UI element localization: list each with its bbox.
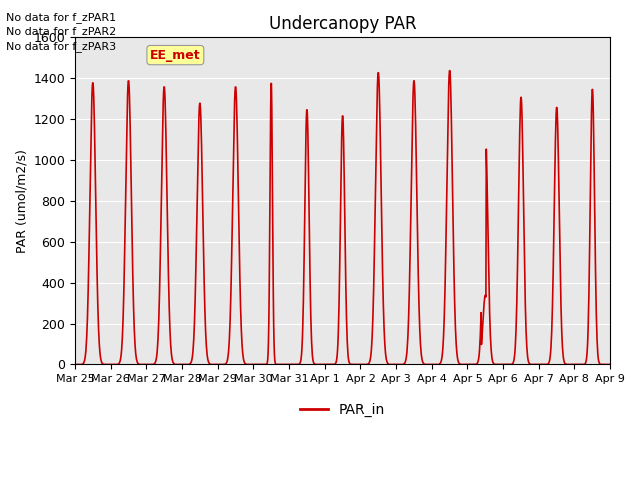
Text: EE_met: EE_met [150,48,201,61]
Text: No data for f_zPAR2: No data for f_zPAR2 [6,26,116,37]
Y-axis label: PAR (umol/m2/s): PAR (umol/m2/s) [15,149,28,253]
Legend: PAR_in: PAR_in [294,397,391,423]
Text: No data for f_zPAR1: No data for f_zPAR1 [6,12,116,23]
Title: Undercanopy PAR: Undercanopy PAR [269,15,417,33]
Text: No data for f_zPAR3: No data for f_zPAR3 [6,41,116,52]
